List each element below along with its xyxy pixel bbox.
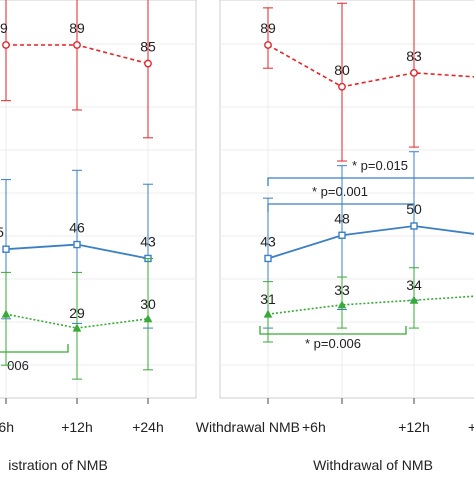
series-0: 89 80 83 — [260, 0, 474, 162]
data-label: 89 — [260, 20, 276, 36]
data-point — [1, 309, 11, 318]
plot-frame — [219, 0, 474, 399]
data-point — [2, 41, 10, 49]
x-tick-label: + — [468, 419, 474, 435]
significance-bracket — [0, 344, 69, 353]
series-line — [267, 44, 474, 88]
x-axis-title: istration of NMB — [8, 457, 108, 473]
data-point — [73, 41, 81, 49]
data-label: 46 — [69, 220, 85, 236]
data-label: 34 — [406, 277, 422, 293]
data-label: 89 — [0, 20, 8, 36]
data-point — [337, 300, 347, 309]
series-line — [267, 295, 474, 315]
data-point — [409, 295, 419, 304]
right-panel: Withdrawal NMB +6h +12h + Withdrawal of NMB *… — [196, 0, 474, 473]
x-tick-label: 6h — [0, 419, 14, 435]
x-tick-label: Withdrawal NMB — [196, 419, 300, 435]
significance-label: * p=0.001 — [312, 184, 368, 199]
data-point — [73, 240, 81, 249]
series-2: 31 33 34 — [260, 267, 474, 343]
data-label: 43 — [140, 233, 156, 249]
data-label: 33 — [334, 282, 350, 298]
data-point — [2, 245, 10, 253]
series-0: 89 89 85 — [0, 0, 156, 139]
significance-label: * p=0.006 — [305, 336, 361, 351]
data-label: 31 — [260, 291, 276, 307]
x-tick-label: +6h — [302, 419, 326, 435]
data-label: 30 — [140, 296, 156, 312]
x-tick-label: +12h — [61, 419, 93, 435]
data-point — [72, 323, 82, 332]
data-label: 89 — [69, 20, 85, 36]
x-tick-label: +12h — [398, 419, 430, 435]
data-label: 48 — [334, 210, 350, 226]
significance-label: 006 — [7, 358, 29, 373]
data-point — [264, 254, 272, 263]
left-panel: 6h +12h +24h istration of NMB 006 89 89 85 5 46 43… — [0, 0, 197, 473]
data-label: 80 — [334, 62, 350, 78]
plot-frame — [0, 0, 197, 399]
series-2: 29 30 — [1, 257, 156, 380]
significance-label: * p=0.015 — [352, 158, 408, 173]
data-point — [143, 314, 153, 323]
x-tick-label: +24h — [132, 419, 164, 435]
data-point — [338, 82, 346, 91]
series-line — [267, 225, 474, 260]
data-point — [264, 41, 272, 49]
data-label: 43 — [260, 233, 276, 249]
data-label: 85 — [140, 39, 156, 55]
data-label: 29 — [69, 305, 85, 321]
data-point — [144, 59, 152, 68]
data-point — [263, 309, 273, 318]
data-point — [338, 231, 346, 239]
data-point — [410, 222, 418, 230]
x-axis-title: Withdrawal of NMB — [313, 457, 433, 473]
data-label: 50 — [406, 201, 422, 217]
data-label: 83 — [406, 48, 422, 64]
significance-bracket — [259, 326, 407, 335]
significance-bracket — [267, 177, 474, 186]
data-label: 5 — [0, 224, 4, 240]
data-point — [410, 68, 418, 77]
